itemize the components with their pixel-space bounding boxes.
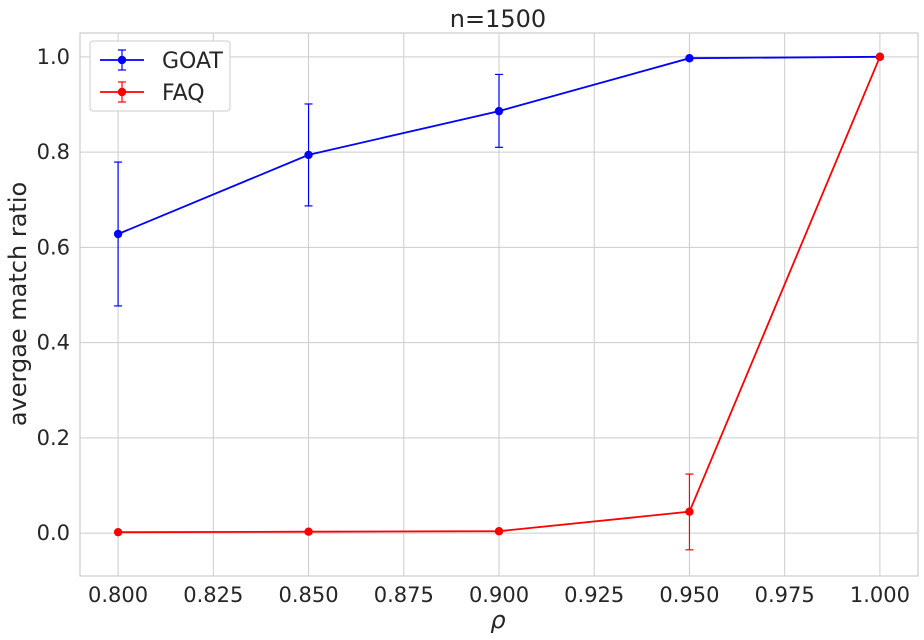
- x-tick-label: 0.850: [278, 583, 338, 607]
- legend-marker: [117, 87, 127, 97]
- x-tick-label: 0.900: [469, 583, 529, 607]
- data-point: [113, 527, 123, 537]
- legend-item-goat: GOAT: [100, 49, 223, 74]
- data-point: [494, 106, 504, 116]
- data-point: [304, 150, 313, 160]
- data-point: [494, 527, 504, 536]
- y-tick-label: 0.6: [37, 235, 70, 259]
- data-point: [685, 507, 694, 516]
- series-faq: [113, 52, 885, 551]
- series-goat: [113, 52, 885, 307]
- legend-label: FAQ: [162, 81, 205, 106]
- y-tick-label: 0.4: [37, 331, 70, 355]
- chart-title: n=1500: [450, 5, 546, 33]
- x-tick-label: 0.875: [374, 583, 434, 607]
- x-axis-ticks: 0.800 0.825 0.850 0.875 0.900 0.925 0.950 0.975…: [88, 583, 910, 607]
- legend: GOAT FAQ: [89, 40, 231, 112]
- x-tick-label: 0.925: [564, 583, 624, 607]
- x-tick-label: 0.800: [88, 583, 148, 607]
- x-tick-label: 1.000: [850, 583, 910, 607]
- y-tick-label: 0.0: [37, 521, 70, 545]
- x-tick-label: 0.975: [755, 583, 815, 607]
- legend-marker: [117, 55, 127, 65]
- y-tick-label: 0.8: [37, 140, 70, 164]
- data-point: [304, 527, 313, 536]
- y-axis-title: avergae match ratio: [4, 182, 32, 426]
- series-layer: [113, 52, 885, 551]
- legend-label: GOAT: [162, 49, 223, 74]
- x-axis-title: ρ: [490, 606, 505, 634]
- x-tick-label: 0.950: [659, 583, 719, 607]
- y-axis-ticks: 0.0 0.2 0.4 0.6 0.8 1.0: [37, 45, 70, 545]
- y-tick-label: 0.2: [37, 426, 70, 450]
- data-point: [875, 52, 885, 62]
- legend-item-faq: FAQ: [100, 81, 205, 106]
- data-point: [113, 229, 123, 239]
- x-tick-label: 0.825: [183, 583, 243, 607]
- y-tick-label: 1.0: [37, 45, 70, 69]
- data-point: [685, 54, 694, 63]
